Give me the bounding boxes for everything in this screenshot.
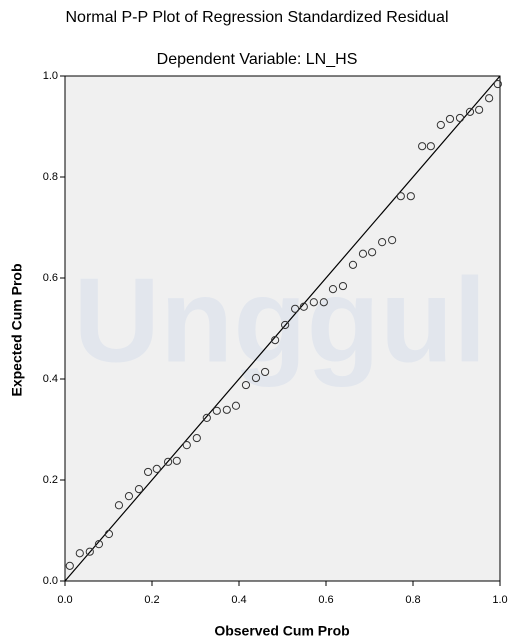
- x-tick-label: 0.2: [144, 594, 159, 606]
- point: [222, 405, 231, 414]
- point: [143, 467, 153, 477]
- point: [172, 456, 181, 465]
- point: [251, 373, 261, 383]
- point: [281, 320, 290, 330]
- x-tick-label: 0.8: [405, 594, 420, 606]
- y-tick-label: 0.2: [43, 474, 58, 486]
- point: [338, 281, 348, 291]
- point: [152, 464, 161, 473]
- point: [358, 249, 368, 258]
- point: [455, 113, 465, 123]
- point: [271, 336, 280, 345]
- point: [104, 529, 114, 539]
- y-tick-label: 0.8: [43, 171, 58, 183]
- point: [309, 298, 318, 307]
- y-tick-label: 0.6: [43, 272, 58, 284]
- point: [396, 192, 405, 201]
- point: [378, 238, 387, 247]
- y-tick-label: 1.0: [43, 70, 58, 82]
- chart-title: Normal P-P Plot of Regression Standardiz…: [65, 9, 448, 26]
- y-tick-label: 0.0: [43, 575, 58, 587]
- point: [212, 406, 221, 415]
- point: [182, 441, 191, 450]
- point: [202, 413, 211, 422]
- point: [348, 260, 358, 269]
- point: [124, 492, 134, 501]
- point: [291, 304, 300, 313]
- point: [485, 94, 494, 103]
- watermark: Unggul: [73, 254, 486, 388]
- point: [319, 298, 328, 307]
- point: [75, 549, 84, 558]
- y-tick-label: 0.4: [43, 373, 58, 385]
- point: [328, 285, 338, 294]
- point: [134, 484, 144, 494]
- y-axis-label: Expected Cum Prob: [9, 263, 25, 396]
- point: [231, 401, 241, 410]
- point: [114, 501, 124, 510]
- point: [163, 457, 173, 466]
- point: [368, 248, 377, 257]
- chart-subtitle: Dependent Variable: LN_HS: [157, 51, 358, 68]
- reference-line: [64, 75, 501, 582]
- point: [241, 380, 251, 390]
- point: [406, 192, 415, 201]
- x-tick-label: 1.0: [492, 594, 507, 606]
- point: [388, 236, 397, 245]
- point: [299, 302, 308, 311]
- point: [436, 120, 445, 130]
- point: [192, 433, 201, 443]
- point: [426, 142, 435, 151]
- x-axis-label: Observed Cum Prob: [214, 623, 349, 639]
- x-tick-label: 0.0: [57, 594, 72, 606]
- point: [85, 547, 94, 556]
- x-tick-label: 0.6: [318, 594, 333, 606]
- x-tick-label: 0.4: [231, 594, 246, 606]
- point: [65, 561, 74, 570]
- point: [465, 107, 475, 116]
- point: [261, 367, 270, 377]
- point: [94, 540, 104, 549]
- point: [475, 105, 484, 114]
- point: [493, 79, 502, 89]
- point: [445, 114, 455, 124]
- point: [418, 142, 427, 151]
